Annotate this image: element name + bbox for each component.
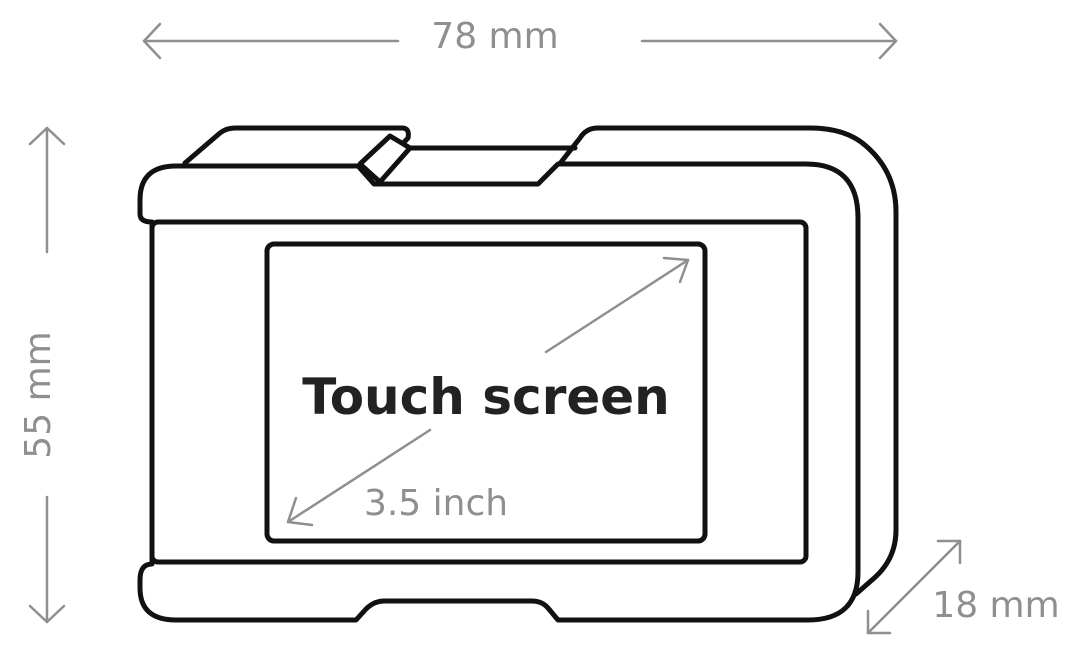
device-body <box>137 125 899 623</box>
height-dimension <box>28 126 66 624</box>
touch-screen <box>264 241 708 544</box>
diagonal-arrow-lower-head <box>286 496 314 527</box>
screen-diagonal-dimension <box>286 256 690 527</box>
depth-arrow-upper-head <box>936 539 962 565</box>
width-dimension <box>142 22 898 60</box>
depth-arrow-lower-head <box>866 609 892 635</box>
depth-arrow-line <box>866 539 962 635</box>
diagonal-arrow-upper-line <box>544 258 690 354</box>
width-arrow-right-head <box>878 22 898 60</box>
height-arrow-top-head <box>28 126 66 146</box>
depth-dimension <box>866 539 962 635</box>
height-arrow-bottom-head <box>28 604 66 624</box>
screen-title: Touch screen <box>302 368 670 426</box>
diagonal-arrow-lower-line <box>286 428 432 524</box>
width-label: 78 mm <box>431 16 558 57</box>
height-label: 55 mm <box>18 331 59 458</box>
screen-diagonal-label: 3.5 inch <box>364 483 508 524</box>
diagonal-arrow-upper-head <box>662 256 690 284</box>
width-arrow-left-head <box>142 22 162 60</box>
depth-label: 18 mm <box>932 585 1059 626</box>
